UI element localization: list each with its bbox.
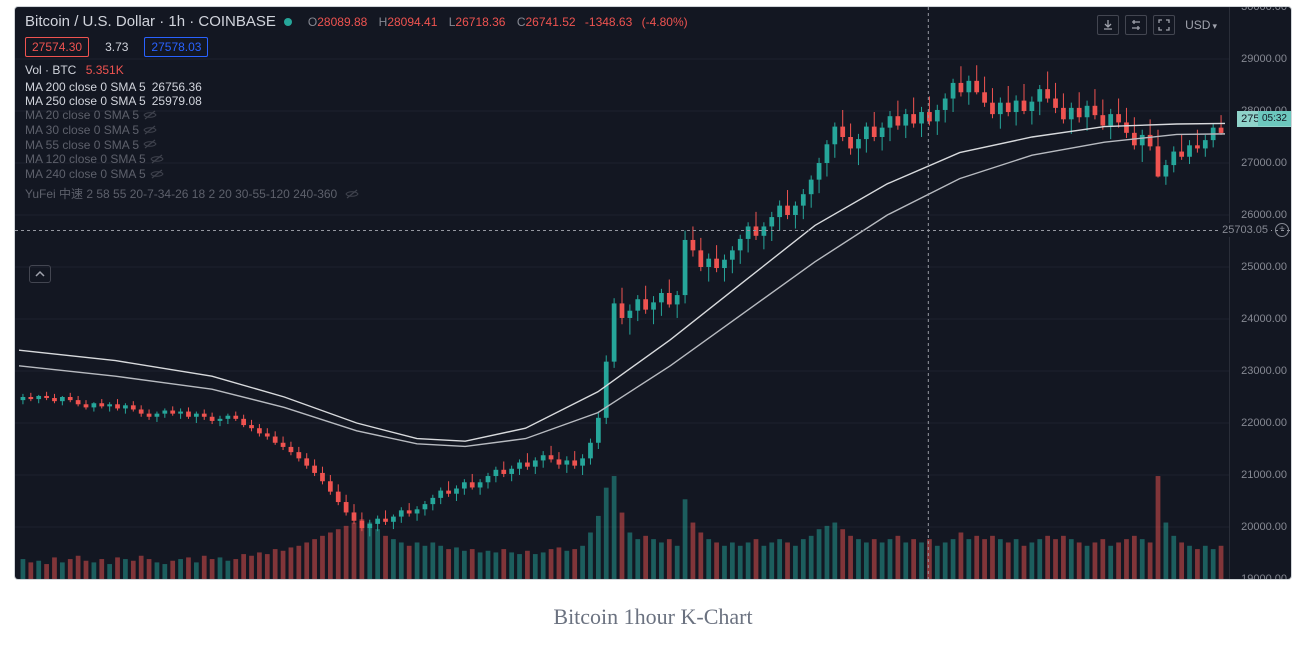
y-axis-label: 27000.00 (1241, 157, 1287, 169)
spread-value: 3.73 (99, 38, 134, 56)
symbol-title[interactable]: Bitcoin / U.S. Dollar · 1h · COINBASE (25, 13, 276, 30)
toolbar-right: USD▾ (1097, 15, 1221, 35)
visibility-off-icon[interactable] (345, 188, 359, 202)
ma-indicator-row[interactable]: MA 20 close 0 SMA 5 (25, 108, 359, 123)
market-status-icon (284, 18, 292, 26)
fullscreen-button[interactable] (1153, 15, 1175, 35)
y-axis-label: 23000.00 (1241, 365, 1287, 377)
y-axis-label: 19000.00 (1241, 573, 1287, 580)
add-alert-icon[interactable]: + (1275, 223, 1289, 237)
yufei-indicator-row[interactable]: YuFei 中速 2 58 55 20-7-34-26 18 2 20 30-5… (25, 185, 359, 202)
ma-indicator-row[interactable]: MA 55 close 0 SMA 5 (25, 138, 359, 153)
y-axis-label: 29000.00 (1241, 53, 1287, 65)
ohlc-readout: O28089.88 H28094.41 L26718.36 C26741.52 … (300, 15, 688, 29)
crosshair-price-label: 25703.05 (1219, 223, 1271, 237)
y-axis-label: 21000.00 (1241, 469, 1287, 481)
ma-indicator-row[interactable]: MA 120 close 0 SMA 5 (25, 152, 359, 167)
bar-countdown: 05:32 (1258, 111, 1291, 126)
ask-pill[interactable]: 27578.03 (144, 37, 208, 57)
bid-ask-row: 27574.30 3.73 27578.03 (25, 37, 208, 57)
header-row: Bitcoin / U.S. Dollar · 1h · COINBASE O2… (25, 13, 688, 30)
visibility-off-icon[interactable] (143, 124, 157, 138)
visibility-off-icon[interactable] (143, 109, 157, 123)
visibility-off-icon[interactable] (143, 138, 157, 152)
bid-pill[interactable]: 27574.30 (25, 37, 89, 57)
ma-indicator-row[interactable]: MA 250 close 0 SMA 525979.08 (25, 94, 359, 108)
visibility-off-icon[interactable] (150, 168, 164, 182)
chart-area[interactable]: Bitcoin / U.S. Dollar · 1h · COINBASE O2… (15, 7, 1291, 579)
snapshot-button[interactable] (1097, 15, 1119, 35)
chart-frame: Bitcoin / U.S. Dollar · 1h · COINBASE O2… (14, 6, 1292, 580)
y-axis-label: 22000.00 (1241, 417, 1287, 429)
figure-caption: Bitcoin 1hour K-Chart (0, 580, 1306, 648)
ma-indicator-row[interactable]: MA 240 close 0 SMA 5 (25, 167, 359, 182)
y-axis-label: 24000.00 (1241, 313, 1287, 325)
ma-indicator-row[interactable]: MA 30 close 0 SMA 5 (25, 123, 359, 138)
visibility-off-icon[interactable] (150, 153, 164, 167)
ma-indicator-row[interactable]: MA 200 close 0 SMA 526756.36 (25, 80, 359, 94)
y-axis-label: 26000.00 (1241, 209, 1287, 221)
y-axis[interactable]: 19000.00 20000.00 21000.00 22000.00 23000.00… (1229, 7, 1291, 579)
y-axis-label: 20000.00 (1241, 521, 1287, 533)
y-axis-label: 30000.00 (1241, 6, 1287, 13)
currency-selector[interactable]: USD▾ (1181, 16, 1221, 34)
collapse-legend-button[interactable] (29, 265, 51, 283)
y-axis-label: 25000.00 (1241, 261, 1287, 273)
indicator-stack: Vol · BTC 5.351K MA 200 close 0 SMA 5267… (25, 63, 359, 202)
volume-row[interactable]: Vol · BTC 5.351K (25, 63, 359, 77)
settings-button[interactable] (1125, 15, 1147, 35)
